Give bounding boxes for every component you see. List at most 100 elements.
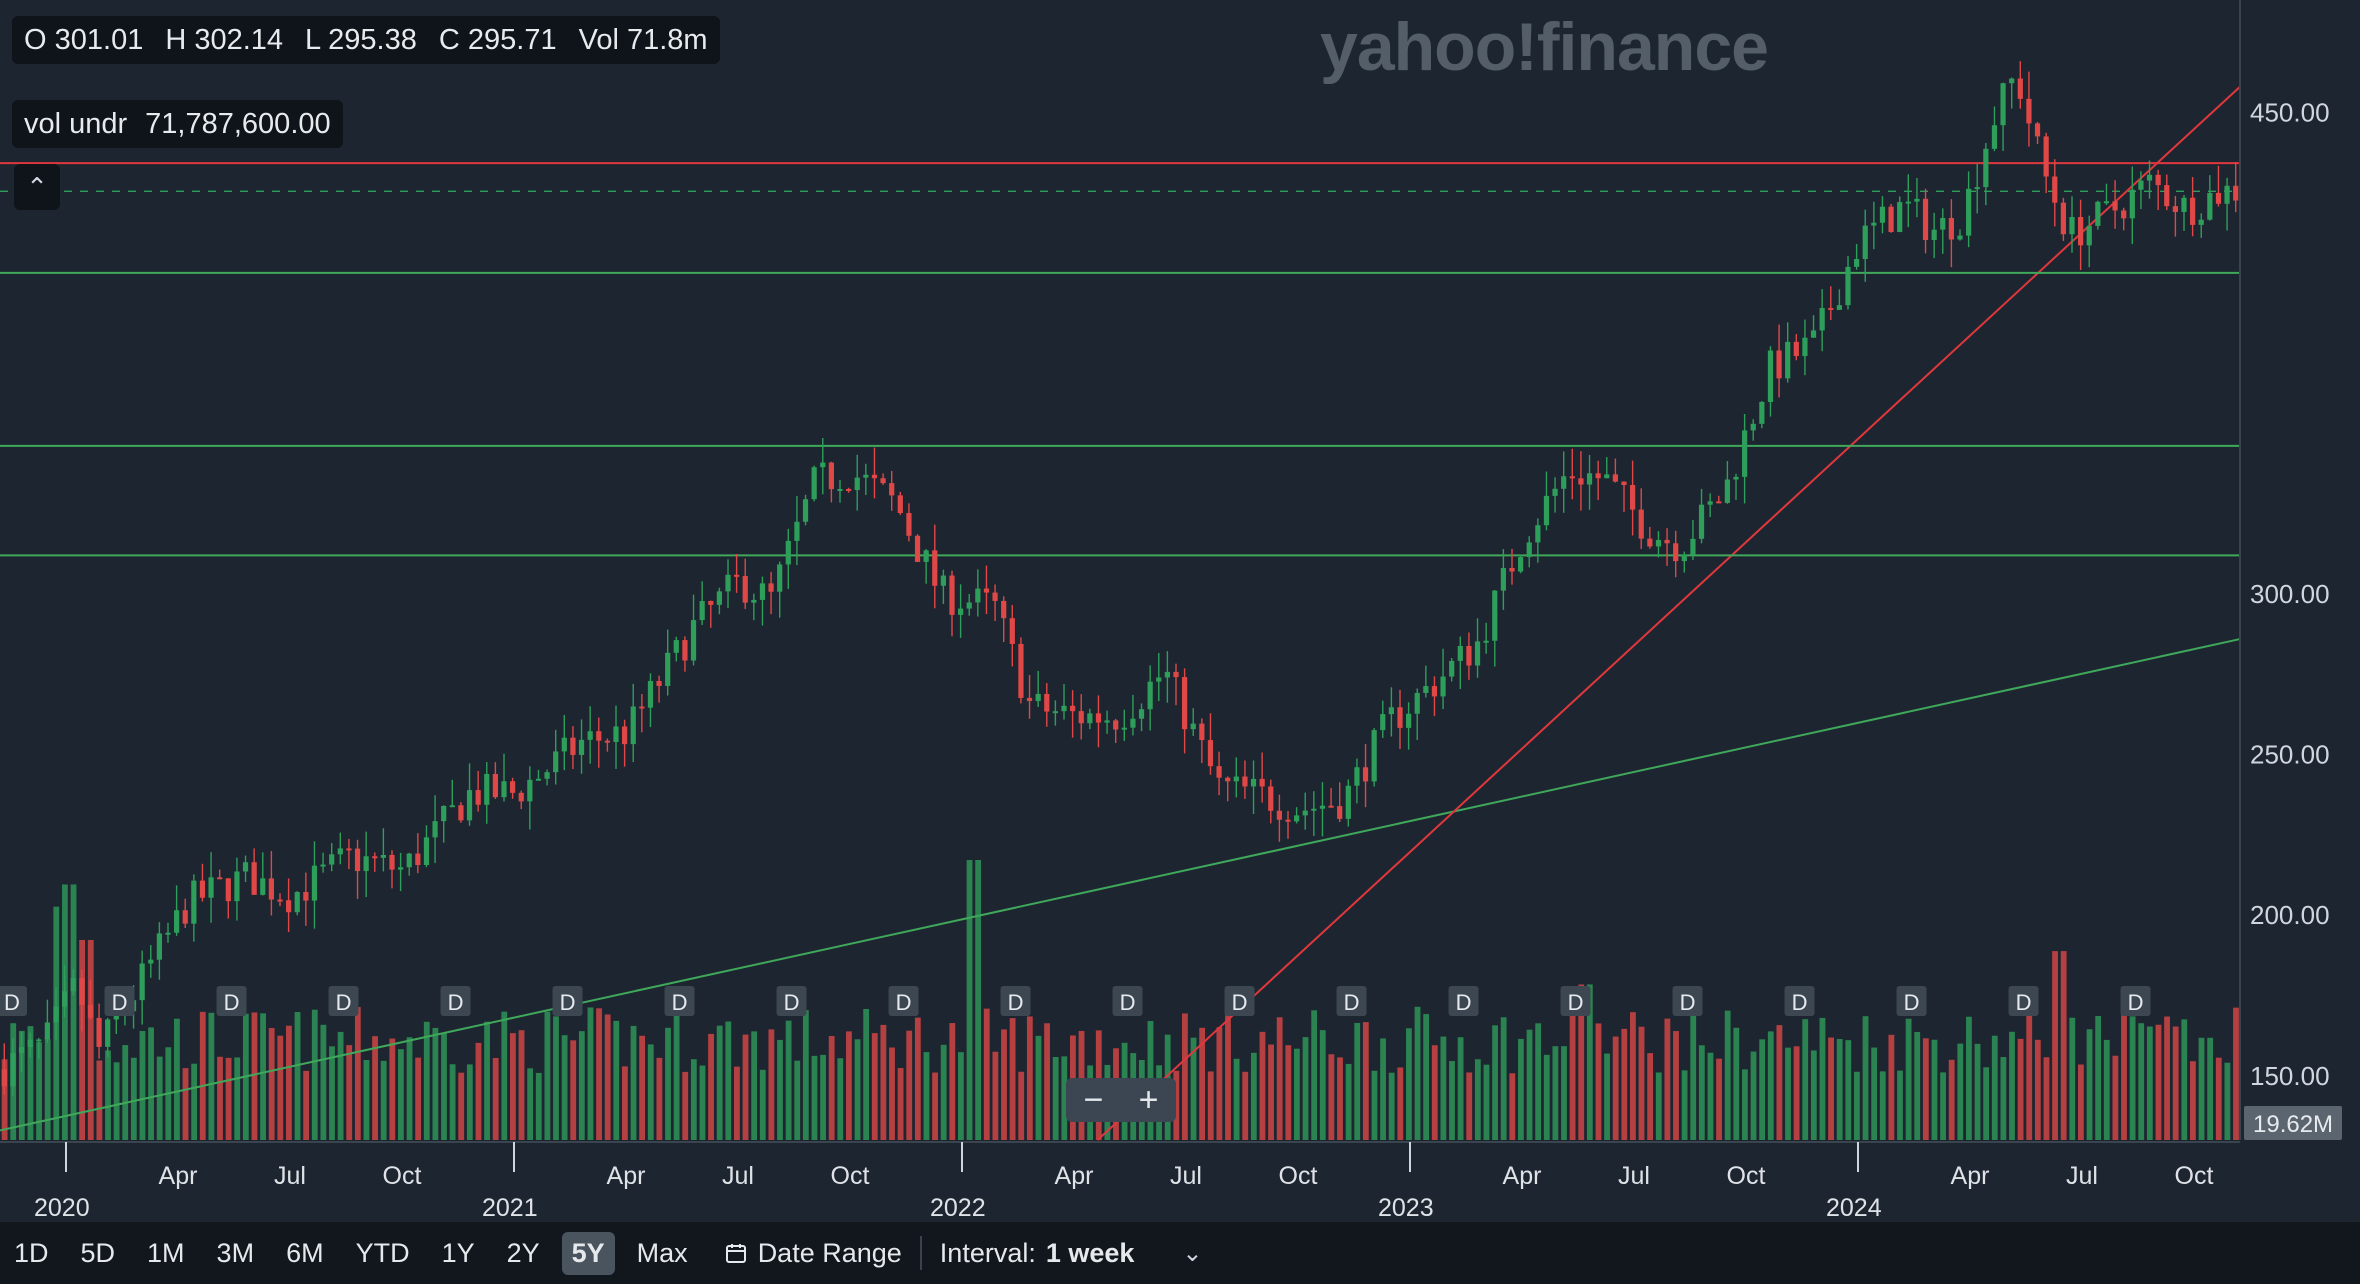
candle-body — [1026, 697, 1033, 702]
range-6m-button[interactable]: 6M — [286, 1237, 324, 1268]
volume-bar — [553, 1016, 559, 1140]
dividend-marker-label: D — [112, 990, 128, 1015]
candle-body — [2190, 197, 2196, 225]
volume-bar — [1173, 1070, 1180, 1140]
volume-bar — [1319, 1030, 1326, 1140]
volume-bar — [1190, 1037, 1197, 1140]
volume-bar — [656, 1057, 663, 1140]
candle-body — [303, 892, 309, 901]
range-1y-button[interactable]: 1Y — [441, 1237, 475, 1268]
volume-bar — [182, 1068, 189, 1140]
year-label: 2023 — [1378, 1194, 1434, 1222]
volume-bar — [1991, 1035, 1998, 1140]
volume-bar — [2224, 1062, 2231, 1140]
volume-bar — [1044, 1023, 1050, 1140]
candle-body — [1311, 808, 1317, 811]
candle-body — [1474, 641, 1481, 666]
volume-bar — [527, 1068, 534, 1140]
range-2y-button[interactable]: 2Y — [506, 1237, 540, 1268]
range-3m-button[interactable]: 3M — [216, 1237, 255, 1268]
volume-bar — [811, 1055, 818, 1140]
candle-body — [1044, 693, 1050, 712]
candle-body — [863, 474, 869, 478]
volume-bar — [673, 1011, 680, 1140]
candle-body — [380, 854, 386, 858]
candle-body — [363, 856, 369, 872]
volume-bar — [234, 1057, 241, 1140]
volume-bar — [1431, 1045, 1438, 1140]
candle-body — [1854, 259, 1860, 267]
candle-body — [2034, 123, 2041, 137]
volume-bar — [725, 1021, 732, 1140]
volume-bar — [2000, 1057, 2007, 1140]
candle-body — [354, 848, 361, 872]
volume-bar — [1604, 1053, 1610, 1140]
dividend-marker — [888, 986, 919, 1016]
zoom-control: − + — [1066, 1078, 1176, 1122]
volume-bar — [1492, 1025, 1498, 1140]
candle-body — [966, 602, 972, 609]
candle-body — [1914, 198, 1920, 202]
chevron-down-icon: ⌄ — [1182, 1239, 1203, 1267]
volume-bar — [1199, 1027, 1206, 1140]
month-label: Jul — [722, 1162, 754, 1190]
range-5d-button[interactable]: 5D — [80, 1237, 116, 1268]
candle-body — [1457, 645, 1463, 661]
indicator-readout[interactable]: vol undr 71,787,600.00 — [12, 100, 343, 148]
interval-select[interactable]: Interval: 1 week ⌄ — [940, 1238, 1203, 1269]
volume-bar — [208, 1012, 215, 1140]
candle-body — [1569, 476, 1575, 479]
zoom-out-button[interactable]: − — [1083, 1080, 1104, 1119]
volume-bar — [958, 1052, 964, 1140]
candle-body — [975, 588, 981, 603]
candle-body — [630, 706, 636, 745]
volume-bar — [630, 1025, 637, 1140]
volume-bar — [871, 1033, 878, 1140]
month-label: Apr — [607, 1162, 646, 1190]
collapse-indicators-button[interactable]: ⌃ — [14, 164, 60, 210]
candle-body — [406, 853, 412, 868]
volume-bar — [415, 1057, 422, 1140]
candle-body — [1655, 539, 1662, 547]
date-range-button[interactable]: Date Range — [724, 1238, 902, 1269]
candle-body — [708, 601, 714, 605]
candle-body — [1242, 776, 1248, 787]
volume-bar — [1664, 1018, 1671, 1140]
candle-body — [1638, 509, 1644, 539]
volume-bar — [777, 1039, 783, 1140]
volume-bar — [1337, 1057, 1343, 1140]
range-ytd-button[interactable]: YTD — [355, 1237, 410, 1268]
volume-bar — [320, 1024, 327, 1140]
volume-bar — [329, 1046, 335, 1140]
candle-body — [656, 680, 662, 686]
candle-body — [1561, 476, 1567, 489]
volume-bar — [2069, 1017, 2076, 1140]
candle-body — [742, 575, 748, 603]
zoom-in-button[interactable]: + — [1138, 1080, 1159, 1119]
range-5y-button[interactable]: 5Y — [561, 1231, 615, 1275]
candle-body — [1897, 202, 1903, 232]
dividend-marker — [664, 986, 695, 1016]
candle-body — [1621, 481, 1627, 485]
range-max-button[interactable]: Max — [636, 1237, 688, 1268]
volume-bar — [966, 860, 973, 1140]
candle-body — [1922, 198, 1929, 240]
volume-bar — [406, 1037, 413, 1140]
volume-bar — [1052, 1057, 1059, 1140]
candle-body — [785, 540, 791, 565]
candle-body — [1173, 671, 1179, 678]
candle-body — [880, 478, 886, 484]
candle-body — [535, 778, 542, 781]
dividend-marker-label: D — [1120, 990, 1136, 1015]
candle-body — [1767, 350, 1774, 402]
volume-bar — [1785, 1047, 1791, 1140]
volume-bar — [1276, 1017, 1283, 1140]
year-label: 2024 — [1826, 1194, 1882, 1222]
month-label: Jul — [1170, 1162, 1202, 1190]
dividend-marker-label: D — [1568, 990, 1584, 1015]
candle-body — [914, 535, 921, 562]
range-1d-button[interactable]: 1D — [14, 1237, 49, 1268]
range-1m-button[interactable]: 1M — [147, 1237, 185, 1268]
